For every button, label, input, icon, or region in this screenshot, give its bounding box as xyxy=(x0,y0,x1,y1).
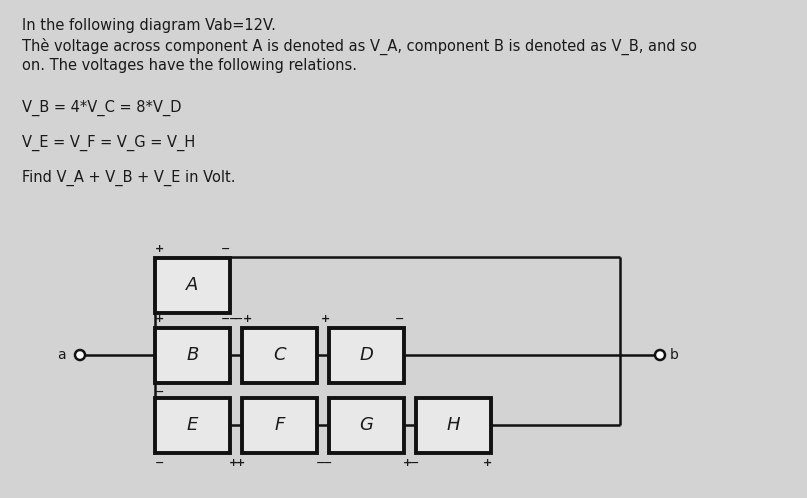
Text: Thè voltage across component A is denoted as V_A, component B is denoted as V_B,: Thè voltage across component A is denote… xyxy=(22,38,697,55)
Text: −: − xyxy=(155,386,165,396)
Text: H: H xyxy=(447,416,460,434)
Text: b: b xyxy=(670,348,679,362)
Bar xyxy=(155,397,230,453)
Text: V_B = 4*V_C = 8*V_D: V_B = 4*V_C = 8*V_D xyxy=(22,100,182,116)
Bar xyxy=(155,257,230,313)
Text: +: + xyxy=(242,314,252,324)
Text: −: − xyxy=(155,458,165,468)
Text: −: − xyxy=(221,244,231,253)
Text: +: + xyxy=(483,458,491,468)
Text: F: F xyxy=(274,416,285,434)
Text: on. The voltages have the following relations.: on. The voltages have the following rela… xyxy=(22,58,357,73)
Text: +: + xyxy=(229,458,238,468)
Bar xyxy=(329,328,404,382)
Circle shape xyxy=(75,350,85,360)
Text: −: − xyxy=(221,314,231,324)
Bar xyxy=(242,328,317,382)
Bar xyxy=(242,397,317,453)
Text: E: E xyxy=(186,416,199,434)
Circle shape xyxy=(655,350,665,360)
Text: −: − xyxy=(410,458,419,468)
Text: D: D xyxy=(360,346,374,364)
Text: Find V_A + V_B + V_E in Volt.: Find V_A + V_B + V_E in Volt. xyxy=(22,170,236,186)
Text: +: + xyxy=(156,314,165,324)
Text: −: − xyxy=(229,314,238,324)
Bar xyxy=(329,397,404,453)
Text: +: + xyxy=(320,314,330,324)
Text: +: + xyxy=(403,458,412,468)
Text: −: − xyxy=(323,458,332,468)
Text: a: a xyxy=(57,348,66,362)
Text: +: + xyxy=(156,244,165,253)
Text: G: G xyxy=(359,416,374,434)
Bar xyxy=(416,397,491,453)
Text: In the following diagram Vab=12V.: In the following diagram Vab=12V. xyxy=(22,18,276,33)
Bar xyxy=(155,328,230,382)
Text: C: C xyxy=(274,346,286,364)
Text: +: + xyxy=(236,458,245,468)
Text: −: − xyxy=(395,314,404,324)
Text: V_E = V_F = V_G = V_H: V_E = V_F = V_G = V_H xyxy=(22,135,195,151)
Text: B: B xyxy=(186,346,199,364)
Text: A: A xyxy=(186,276,199,294)
Text: −: − xyxy=(316,458,325,468)
Text: −: − xyxy=(234,314,243,324)
